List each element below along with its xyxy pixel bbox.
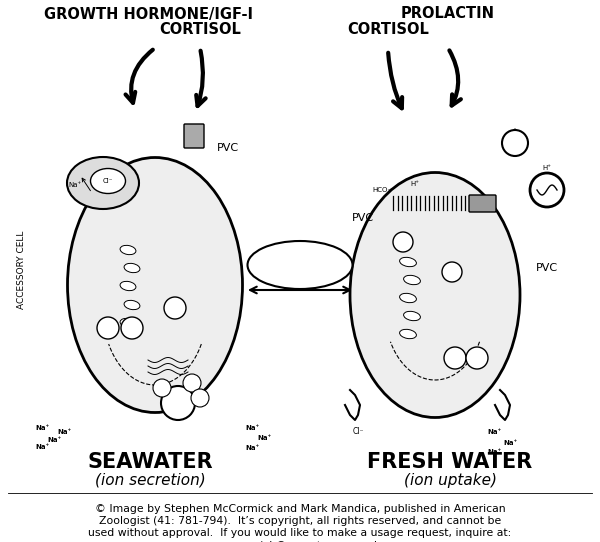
Text: (ion uptake): (ion uptake)	[404, 473, 497, 487]
Text: K⁺: K⁺	[158, 385, 166, 390]
Text: K⁺: K⁺	[127, 324, 137, 332]
Text: SEAWATER: SEAWATER	[87, 452, 213, 472]
Ellipse shape	[67, 157, 139, 209]
Circle shape	[444, 347, 466, 369]
Ellipse shape	[124, 300, 140, 309]
Text: PVC: PVC	[217, 143, 239, 153]
Text: Cl⁻: Cl⁻	[398, 239, 408, 245]
Text: Na⁺: Na⁺	[446, 269, 458, 274]
Circle shape	[97, 317, 119, 339]
Ellipse shape	[400, 293, 416, 302]
Text: used without approval.  If you would like to make a usage request, inquire at:: used without approval. If you would like…	[88, 528, 512, 538]
Text: H⁺: H⁺	[510, 139, 520, 147]
Text: K⁺: K⁺	[451, 353, 460, 363]
Circle shape	[442, 262, 462, 282]
Ellipse shape	[120, 246, 136, 255]
Circle shape	[161, 386, 195, 420]
Ellipse shape	[400, 330, 416, 339]
Circle shape	[164, 297, 186, 319]
Ellipse shape	[400, 257, 416, 267]
Text: H⁺: H⁺	[410, 181, 419, 187]
Ellipse shape	[91, 169, 125, 193]
Circle shape	[466, 347, 488, 369]
Text: Zoologist (41: 781-794).  It’s copyright, all rights reserved, and cannot be: Zoologist (41: 781-794). It’s copyright,…	[99, 516, 501, 526]
Text: Na⁺: Na⁺	[47, 437, 61, 443]
Text: K⁺: K⁺	[170, 304, 179, 313]
Text: H⁺: H⁺	[542, 165, 551, 171]
Ellipse shape	[120, 281, 136, 291]
Text: Na⁺: Na⁺	[35, 425, 49, 431]
Text: © Image by Stephen McCormick and Mark Mandica, published in American: © Image by Stephen McCormick and Mark Ma…	[95, 504, 505, 514]
Text: Cl⁻: Cl⁻	[352, 428, 364, 436]
Ellipse shape	[350, 172, 520, 417]
Text: Na⁺: Na⁺	[258, 435, 272, 441]
Circle shape	[191, 389, 209, 407]
Text: Na⁺: Na⁺	[58, 429, 72, 435]
Text: Cl⁻: Cl⁻	[187, 380, 197, 385]
Ellipse shape	[404, 311, 421, 321]
Text: Cl⁻: Cl⁻	[103, 178, 113, 184]
Text: Na⁺: Na⁺	[245, 445, 259, 451]
Ellipse shape	[67, 158, 242, 412]
Ellipse shape	[404, 275, 421, 285]
Ellipse shape	[124, 263, 140, 273]
Text: Na⁺: Na⁺	[488, 449, 502, 455]
Text: Na⁺: Na⁺	[68, 182, 82, 188]
Text: PROLACTIN: PROLACTIN	[401, 7, 495, 22]
Text: Na⁺: Na⁺	[245, 425, 259, 431]
Text: GROWTH HORMONE/IGF-I: GROWTH HORMONE/IGF-I	[44, 7, 253, 22]
Circle shape	[530, 173, 564, 207]
Circle shape	[502, 130, 528, 156]
Text: Na⁺: Na⁺	[488, 429, 502, 435]
Circle shape	[183, 374, 201, 392]
Ellipse shape	[120, 318, 136, 328]
Text: mccormick@umext.umass.edu: mccormick@umext.umass.edu	[216, 540, 384, 542]
Text: CORTISOL: CORTISOL	[159, 23, 241, 37]
Text: PVC: PVC	[352, 213, 374, 223]
Text: FRESH WATER: FRESH WATER	[367, 452, 533, 472]
Text: Na⁺: Na⁺	[35, 444, 49, 450]
Text: K⁺: K⁺	[103, 324, 113, 332]
Text: Cl⁻: Cl⁻	[196, 396, 205, 401]
Text: CORTISOL: CORTISOL	[347, 23, 429, 37]
Text: ACCESSORY CELL: ACCESSORY CELL	[17, 231, 26, 309]
Circle shape	[393, 232, 413, 252]
Text: HCO₃⁻: HCO₃⁻	[372, 187, 394, 193]
Circle shape	[121, 317, 143, 339]
Text: Na⁺: Na⁺	[503, 440, 517, 446]
Text: K⁺: K⁺	[472, 353, 482, 363]
FancyBboxPatch shape	[184, 124, 204, 148]
Text: PVC: PVC	[536, 263, 558, 273]
Text: STEM CELL: STEM CELL	[262, 259, 338, 272]
Text: (ion secretion): (ion secretion)	[95, 473, 205, 487]
Circle shape	[153, 379, 171, 397]
Ellipse shape	[248, 241, 353, 289]
FancyBboxPatch shape	[469, 195, 496, 212]
